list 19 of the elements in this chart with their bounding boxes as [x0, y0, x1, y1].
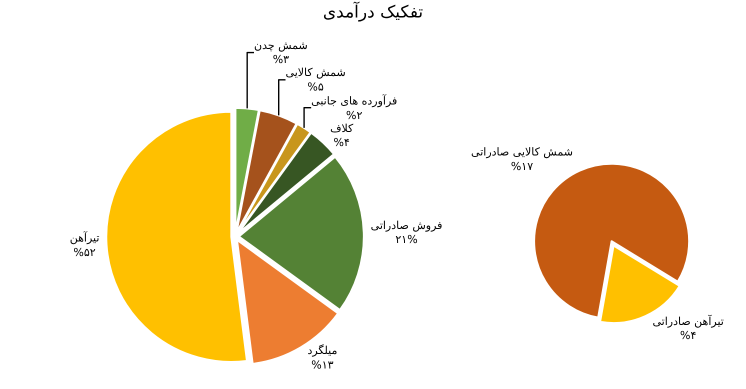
data-label: %۲ [346, 108, 362, 122]
data-label: %۳ [272, 53, 290, 66]
chart-title: تفکیک درآمدی [322, 2, 424, 23]
data-label: %۱۳ [311, 358, 334, 372]
data-label: %۵۲ [73, 246, 96, 259]
data-label: ۲۱% [395, 233, 418, 246]
data-label: %۱۷ [510, 160, 534, 173]
slice-label: کلاف [330, 122, 354, 135]
slice-label: شمش کالایی صادراتی [471, 146, 573, 159]
data-label: %۴ [333, 136, 350, 150]
data-label: %۵ [307, 80, 324, 94]
slice-label: فرآورده های جانبی [311, 94, 398, 108]
slice-label: شمش کالایی [286, 66, 346, 80]
slice-label: فروش صادراتی [370, 218, 442, 232]
slice-label: تیرآهن صادراتی [652, 314, 724, 328]
data-label: %۴ [680, 329, 696, 342]
slice-label: شمش چدن [254, 38, 308, 52]
slice-label: میلگرد [307, 344, 338, 357]
slice-label: تیرآهن [70, 230, 100, 245]
